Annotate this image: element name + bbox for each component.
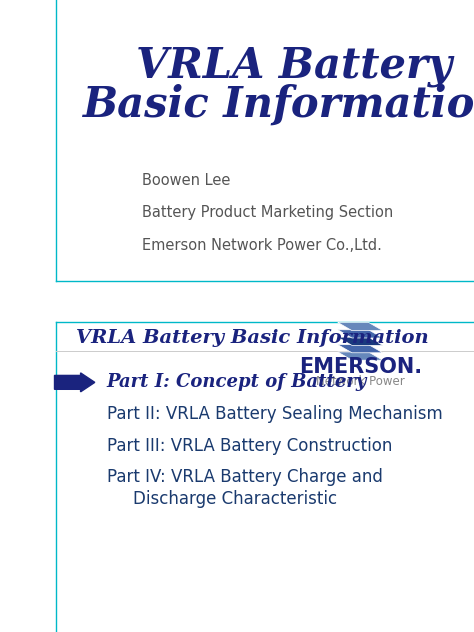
Polygon shape: [337, 322, 383, 331]
Text: Boowen Lee: Boowen Lee: [142, 173, 230, 188]
Polygon shape: [337, 344, 383, 353]
Text: Basic Information: Basic Information: [82, 83, 474, 125]
Text: Network Power: Network Power: [316, 375, 405, 387]
Text: Part I: Concept of Battery: Part I: Concept of Battery: [107, 374, 367, 391]
Text: EMERSON.: EMERSON.: [299, 356, 422, 377]
Text: Part IV: VRLA Battery Charge and: Part IV: VRLA Battery Charge and: [107, 468, 383, 486]
FancyArrow shape: [55, 373, 95, 392]
Text: Emerson Network Power Co.,Ltd.: Emerson Network Power Co.,Ltd.: [142, 238, 382, 253]
Text: VRLA Battery Basic Information: VRLA Battery Basic Information: [76, 329, 428, 347]
Polygon shape: [337, 352, 383, 360]
Text: Discharge Characteristic: Discharge Characteristic: [133, 490, 337, 508]
Text: Battery Product Marketing Section: Battery Product Marketing Section: [142, 205, 393, 221]
Polygon shape: [337, 330, 383, 338]
Text: Part II: VRLA Battery Sealing Mechanism: Part II: VRLA Battery Sealing Mechanism: [107, 405, 442, 423]
Text: Part III: VRLA Battery Construction: Part III: VRLA Battery Construction: [107, 437, 392, 454]
Polygon shape: [337, 337, 383, 345]
Text: VRLA Battery: VRLA Battery: [136, 46, 452, 87]
